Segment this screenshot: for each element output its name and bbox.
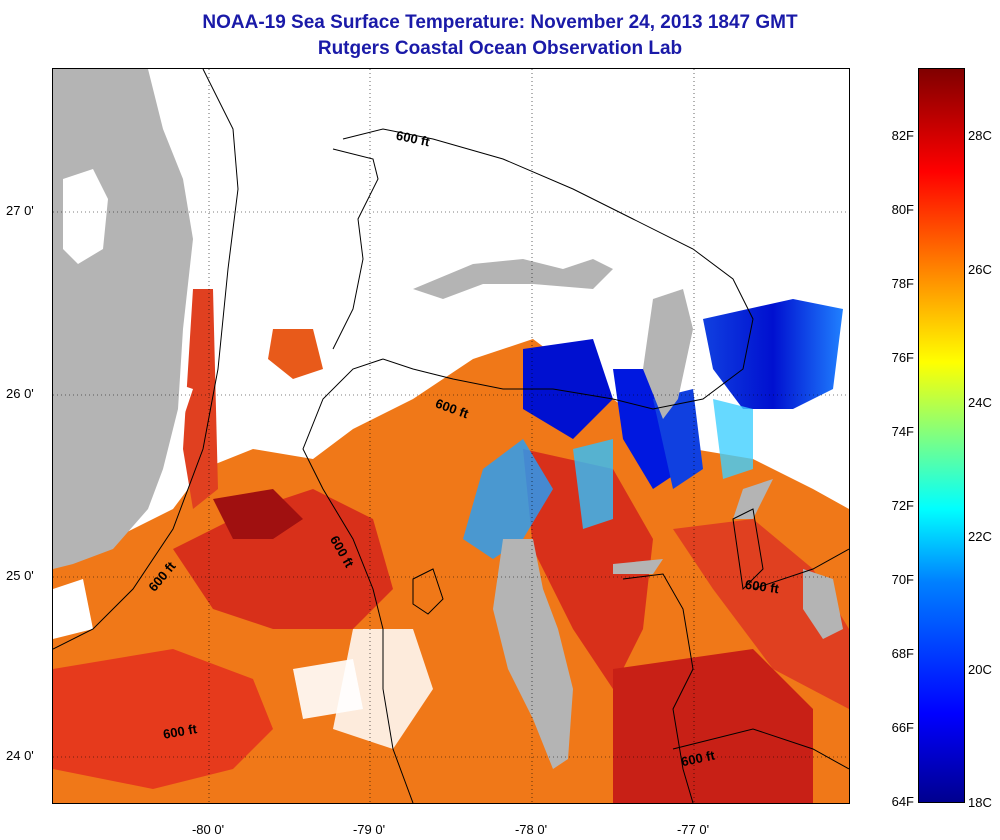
temperature-colorbar xyxy=(918,68,965,803)
colorbar-f-label: 80F xyxy=(891,202,914,217)
colorbar-f-label: 66F xyxy=(891,720,914,735)
lat-label: 25 0' xyxy=(6,568,34,583)
colorbar-f-label: 82F xyxy=(891,128,914,143)
colorbar-f-label: 78F xyxy=(891,276,914,291)
sst-map-image xyxy=(53,69,849,803)
lon-label: -80 0' xyxy=(191,822,225,837)
title-line-2: Rutgers Coastal Ocean Observation Lab xyxy=(317,38,683,59)
land xyxy=(53,69,843,769)
colorbar-f-label: 70F xyxy=(891,572,914,587)
colorbar-f-label: 68F xyxy=(891,646,914,661)
colorbar-f-label: 64F xyxy=(891,794,914,809)
colorbar-c-label: 24C xyxy=(968,395,992,410)
warm-water xyxy=(53,289,849,803)
colorbar-f-label: 74F xyxy=(891,424,914,439)
lon-label: -78 0' xyxy=(514,822,548,837)
colorbar-c-label: 26C xyxy=(968,262,992,277)
colorbar-c-label: 22C xyxy=(968,529,992,544)
lat-label: 24 0' xyxy=(6,748,34,763)
colorbar-f-label: 76F xyxy=(891,350,914,365)
colorbar-c-label: 28C xyxy=(968,128,992,143)
lon-label: -77 0' xyxy=(676,822,710,837)
isobath-600ft xyxy=(53,69,849,803)
colorbar-c-label: 20C xyxy=(968,662,992,677)
grid-lines xyxy=(53,69,849,803)
lat-label: 26 0' xyxy=(6,386,34,401)
lat-label: 27 0' xyxy=(6,203,34,218)
lon-label: -79 0' xyxy=(352,822,386,837)
sst-map: 600 ft 600 ft 600 ft 600 ft 600 ft 600 f… xyxy=(52,68,850,804)
colorbar-f-label: 72F xyxy=(891,498,914,513)
title-line-1: NOAA-19 Sea Surface Temperature: Novembe… xyxy=(202,12,798,33)
colorbar-c-label: 18C xyxy=(968,795,992,810)
